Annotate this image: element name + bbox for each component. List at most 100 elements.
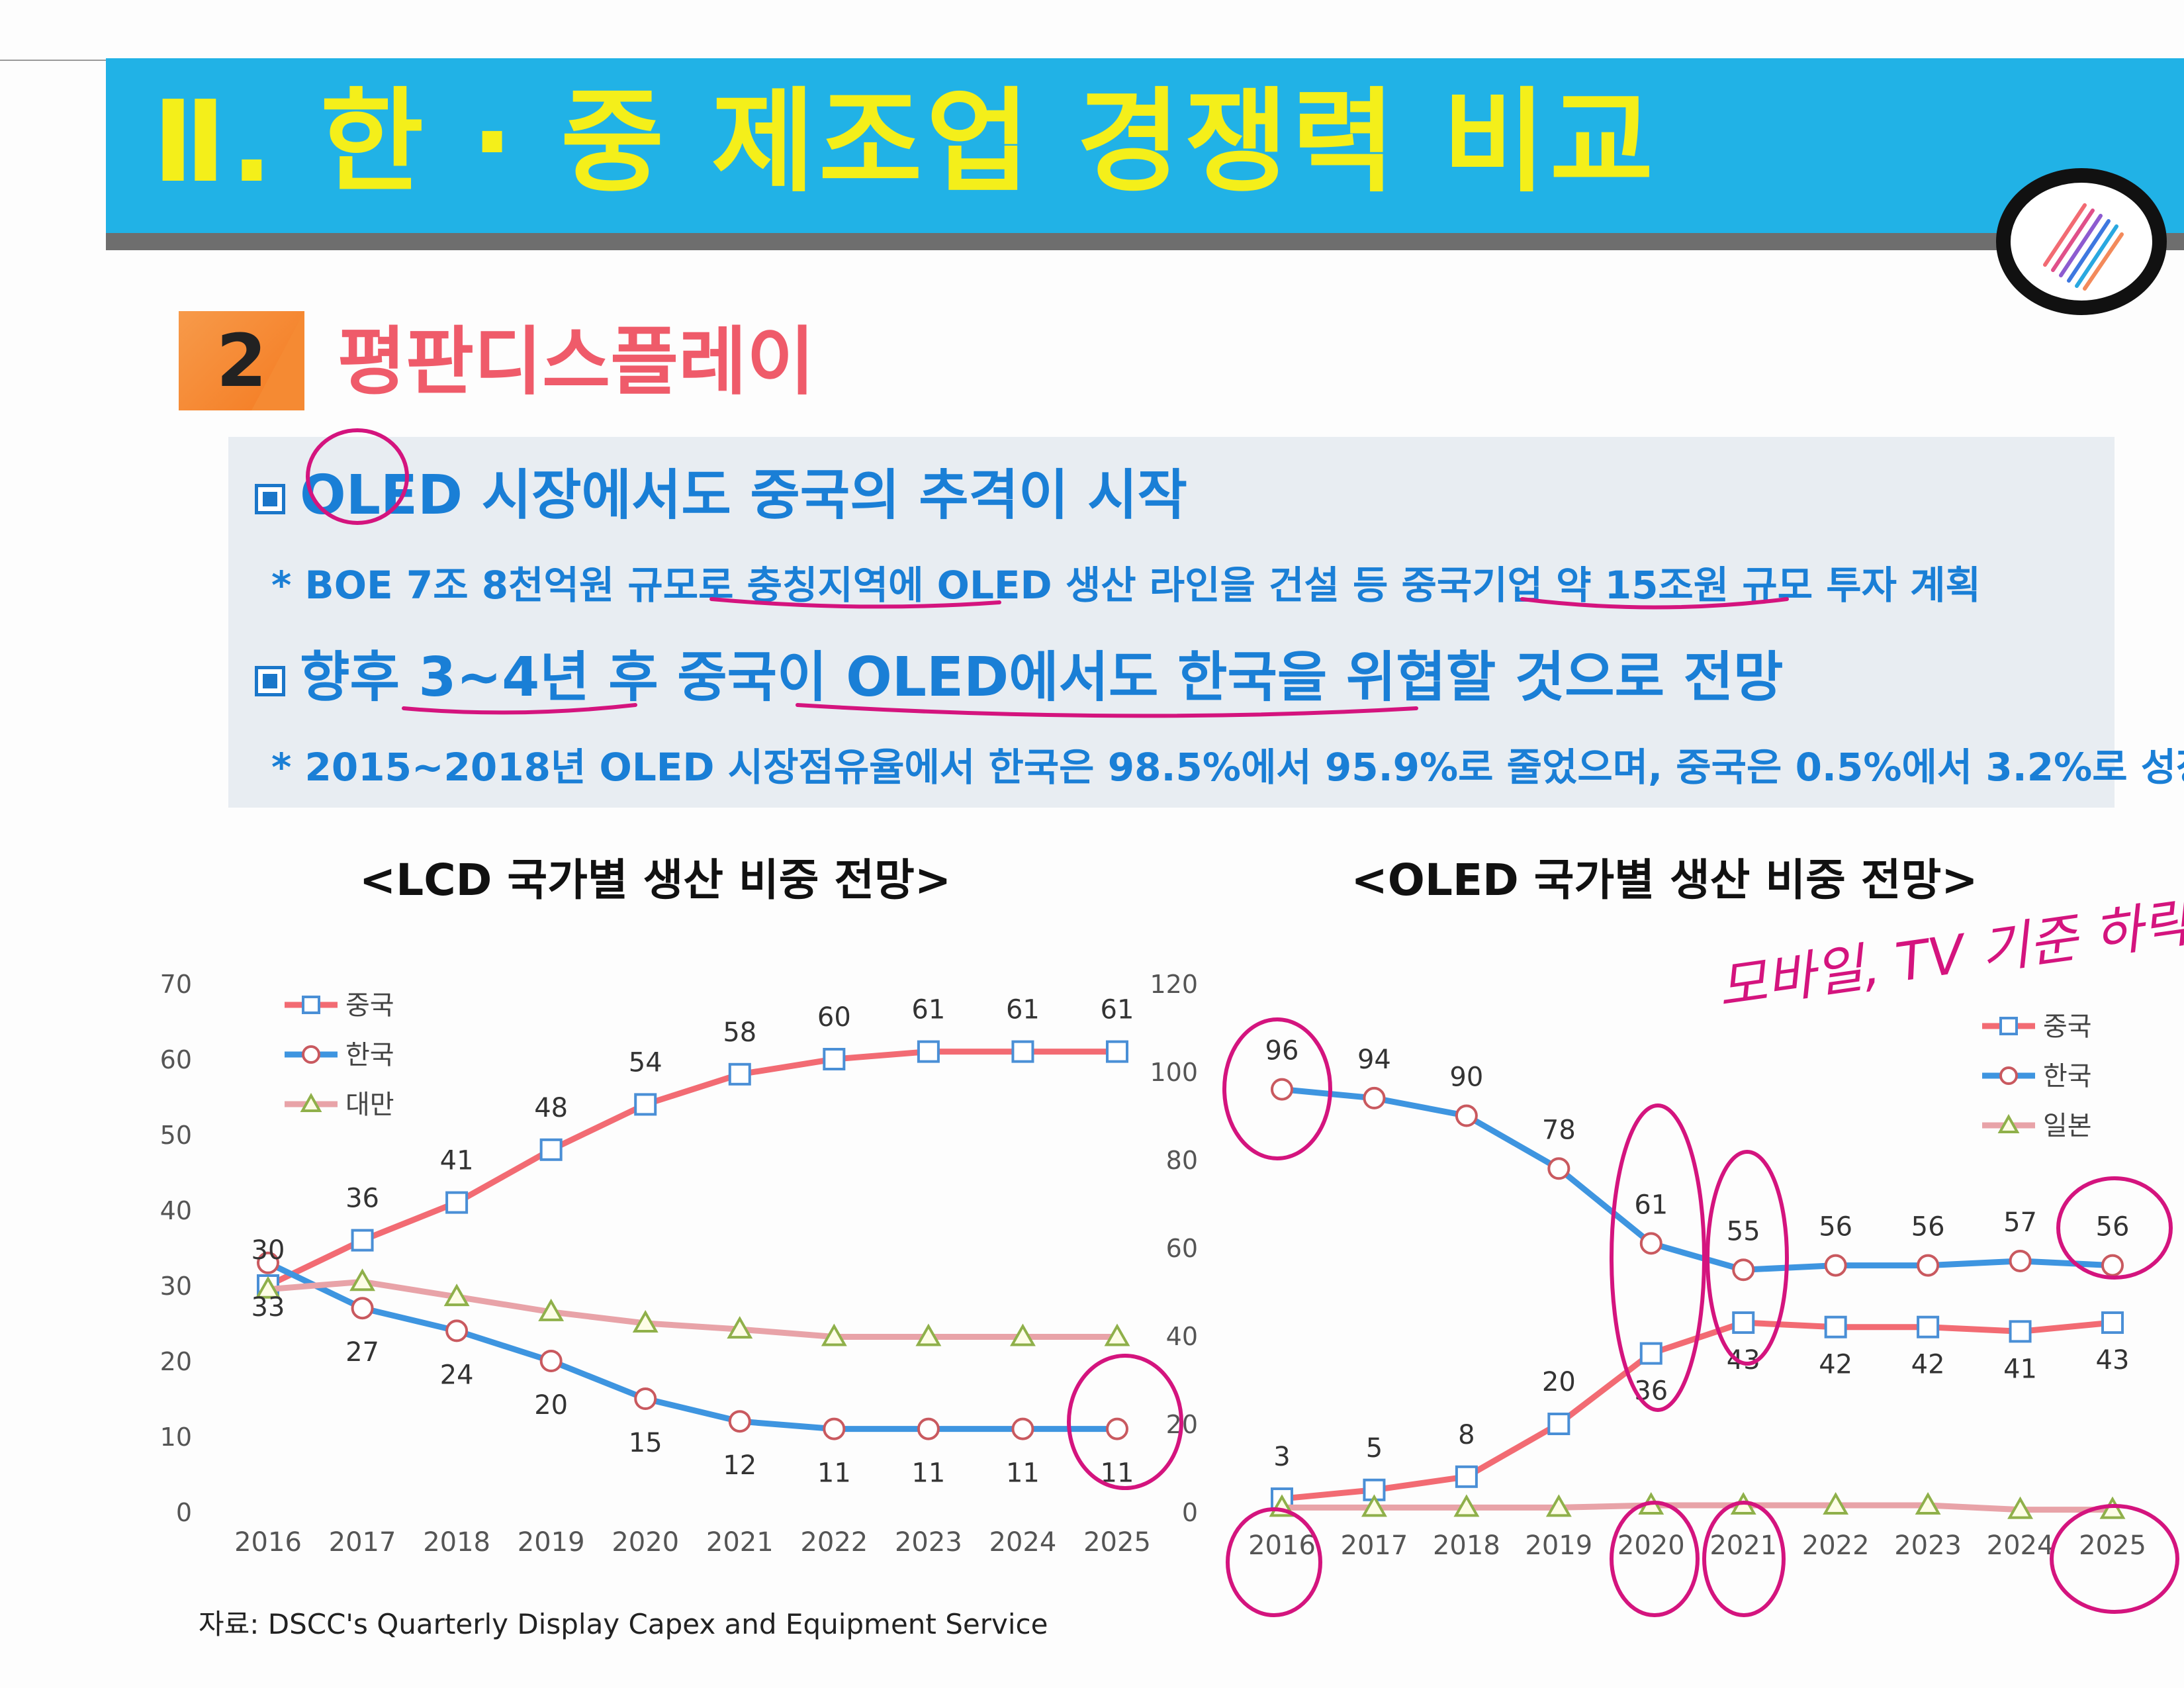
lcd-data-label-korea: 33 <box>251 1292 285 1323</box>
square-bullet-icon <box>255 665 285 696</box>
lcd-data-label-china: 48 <box>534 1093 568 1123</box>
oled-data-label-korea: 90 <box>1449 1062 1483 1093</box>
ink-underline <box>1520 597 1789 610</box>
lcd-point-중국 <box>445 1191 469 1214</box>
oled-point-한국 <box>1639 1232 1662 1255</box>
lcd-point-한국 <box>257 1251 279 1274</box>
oled-data-label-korea: 78 <box>1542 1115 1576 1145</box>
oled-data-label-korea: 55 <box>1727 1216 1760 1246</box>
page-title: Ⅱ. 한 · 중 제조업 경쟁력 비교 <box>152 77 1658 208</box>
header-banner <box>106 58 2184 237</box>
oled-y-tick-label: 60 <box>1166 1234 1198 1263</box>
oled-data-label-korea: 56 <box>1911 1212 1945 1243</box>
bullet-2: 향후 3~4년 후 중국이 OLED에서도 한국을 위협할 것으로 전망 <box>255 645 1783 710</box>
oled-point-한국 <box>1271 1078 1293 1101</box>
bullet-2-detail: * 2015~2018년 OLED 시장점유율에서 한국은 98.5%에서 95… <box>271 745 2184 790</box>
oled-data-label-korea: 96 <box>1265 1036 1299 1066</box>
lcd-y-tick-label: 0 <box>176 1498 192 1527</box>
section-badge-arrow <box>251 311 304 410</box>
lcd-point-한국 <box>351 1297 374 1320</box>
ink-circle <box>1067 1354 1183 1490</box>
bullet-2-text: 향후 3~4년 후 중국이 OLED에서도 한국을 위협할 것으로 전망 <box>300 646 1784 709</box>
oled-data-label-korea: 57 <box>2003 1207 2037 1238</box>
lcd-series-line-한국 <box>265 1260 1120 1432</box>
lcd-point-대만 <box>443 1284 470 1307</box>
summary-panel <box>228 437 2115 808</box>
oled-x-tick-label: 2023 <box>1894 1530 1962 1561</box>
oled-point-중국 <box>1732 1311 1755 1335</box>
oled-y-tick-label: 100 <box>1150 1058 1198 1087</box>
lcd-data-label-china: 61 <box>1101 995 1134 1025</box>
lcd-point-대만 <box>349 1268 376 1291</box>
lcd-x-tick-label: 2022 <box>800 1527 868 1558</box>
lcd-point-대만 <box>821 1323 847 1346</box>
oled-point-한국 <box>2101 1254 2124 1277</box>
lcd-chart-title: <LCD 국가별 생산 비중 전망> <box>359 855 952 906</box>
lcd-legend-label: 한국 <box>345 1040 394 1070</box>
lcd-legend-marker <box>302 1045 320 1064</box>
oled-data-label-china: 42 <box>1911 1350 1945 1380</box>
lcd-legend-marker <box>302 996 320 1014</box>
oled-point-중국 <box>1639 1342 1662 1365</box>
ink-underline <box>709 597 1001 609</box>
lcd-data-label-china: 30 <box>251 1235 285 1266</box>
lcd-y-tick-label: 60 <box>160 1045 192 1074</box>
oled-point-한국 <box>1824 1254 1847 1277</box>
lcd-data-label-china: 61 <box>1006 995 1040 1025</box>
section-title: 평판디스플레이 <box>338 319 815 405</box>
lcd-x-tick-label: 2017 <box>329 1527 396 1558</box>
ink-circle <box>2056 1176 2173 1280</box>
lcd-data-label-korea: 11 <box>911 1458 945 1489</box>
oled-data-label-china: 20 <box>1542 1367 1576 1397</box>
oled-data-label-korea: 56 <box>1819 1212 1852 1243</box>
lcd-x-tick-label: 2023 <box>895 1527 962 1558</box>
lcd-legend-marker <box>300 1092 322 1112</box>
bullet-1-detail: * BOE 7조 8천억원 규모로 충칭지역에 OLED 생산 라인을 건설 등… <box>271 563 1981 608</box>
header-banner-shadow <box>106 233 2184 250</box>
lcd-point-한국 <box>728 1410 751 1433</box>
oled-data-label-china: 3 <box>1273 1442 1290 1472</box>
ink-circle <box>1610 1103 1706 1412</box>
lcd-y-tick-label: 40 <box>160 1196 192 1225</box>
oled-point-중국 <box>1917 1315 1940 1338</box>
oled-point-중국 <box>1547 1413 1570 1435</box>
lcd-data-label-korea: 27 <box>345 1337 379 1368</box>
ink-circle-oled <box>306 428 409 525</box>
oled-data-label-china: 43 <box>2096 1345 2130 1376</box>
lcd-point-중국 <box>1106 1040 1128 1063</box>
lcd-data-label-korea: 15 <box>629 1428 662 1458</box>
oled-point-일본 <box>1545 1494 1572 1517</box>
oled-point-일본 <box>2099 1496 2126 1519</box>
oled-point-일본 <box>1453 1494 1480 1517</box>
lcd-y-tick-label: 10 <box>160 1423 192 1452</box>
lcd-point-대만 <box>727 1316 753 1339</box>
oled-data-label-china: 41 <box>2003 1354 2037 1384</box>
oled-legend-marker <box>1999 1017 2018 1035</box>
oled-x-tick-label: 2025 <box>2079 1530 2146 1561</box>
lcd-data-label-china: 58 <box>723 1017 756 1048</box>
ink-circle <box>1226 1507 1322 1617</box>
lcd-point-중국 <box>1011 1040 1034 1063</box>
lcd-point-대만 <box>1104 1323 1130 1346</box>
oled-x-tick-label: 2022 <box>1802 1530 1870 1561</box>
lcd-point-대만 <box>915 1323 942 1346</box>
ink-circle <box>2050 1504 2179 1614</box>
oled-data-label-china: 36 <box>1634 1376 1668 1407</box>
oled-y-tick-label: 0 <box>1182 1498 1198 1527</box>
oled-x-tick-label: 2021 <box>1709 1530 1777 1561</box>
oled-legend-marker <box>1997 1113 2020 1133</box>
bullet-1-text: OLED 시장에서도 중국의 추격이 시작 <box>300 464 1187 527</box>
lcd-y-tick-label: 70 <box>160 970 192 999</box>
oled-x-tick-label: 2020 <box>1617 1530 1685 1561</box>
oled-point-한국 <box>1455 1104 1478 1127</box>
lcd-point-대만 <box>538 1298 565 1321</box>
lcd-x-tick-label: 2020 <box>612 1527 679 1558</box>
lcd-point-중국 <box>823 1048 846 1070</box>
ink-note: 모바일, TV 기준 하락! <box>1714 888 2184 1019</box>
oled-point-일본 <box>1361 1494 1387 1517</box>
lcd-data-label-korea: 11 <box>1006 1458 1040 1489</box>
lcd-data-label-china: 60 <box>817 1002 851 1033</box>
oled-point-한국 <box>1363 1086 1386 1109</box>
lcd-legend-label: 중국 <box>345 990 394 1021</box>
oled-point-중국 <box>1824 1315 1847 1338</box>
